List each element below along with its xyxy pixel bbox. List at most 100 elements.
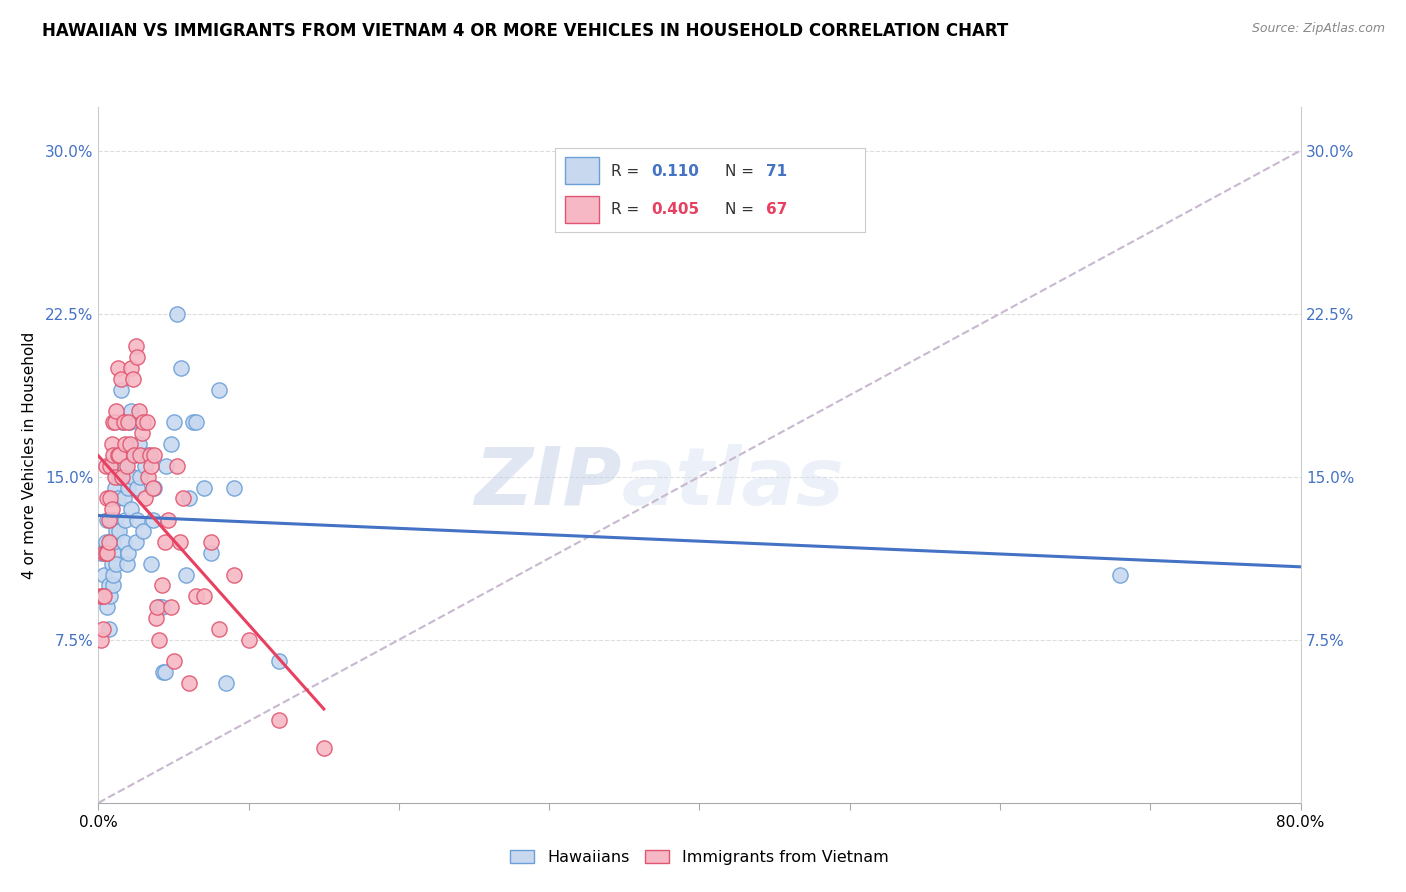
Point (156, 513, 179, 527)
Point (118, 415, 141, 429)
Point (105, 557, 128, 571)
Point (166, 307, 188, 321)
Point (128, 404, 150, 418)
FancyBboxPatch shape (565, 157, 599, 184)
Point (184, 415, 207, 429)
Legend: Hawaiians, Immigrants from Vietnam: Hawaiians, Immigrants from Vietnam (503, 844, 896, 871)
Point (110, 372, 132, 386)
Point (97, 513, 120, 527)
Point (148, 632, 170, 647)
Point (104, 469, 127, 483)
Point (238, 632, 260, 647)
Point (148, 600, 170, 615)
Point (121, 502, 143, 516)
Point (97, 578, 120, 592)
Point (129, 469, 152, 483)
Text: 71: 71 (765, 164, 787, 178)
Point (114, 513, 136, 527)
Point (146, 600, 169, 615)
Point (200, 535, 222, 549)
Point (103, 567, 125, 582)
Point (134, 458, 156, 473)
Point (215, 676, 238, 690)
Point (117, 415, 139, 429)
Point (111, 415, 134, 429)
Point (96, 546, 118, 560)
Point (135, 415, 157, 429)
Point (105, 404, 128, 418)
Point (208, 622, 231, 636)
Text: 0.405: 0.405 (651, 202, 699, 217)
Point (101, 437, 124, 451)
Point (312, 741, 335, 756)
Point (94, 546, 117, 560)
Point (169, 535, 191, 549)
Text: N =: N = (725, 202, 759, 217)
Point (100, 589, 122, 603)
Point (103, 546, 125, 560)
Point (267, 713, 290, 727)
Point (139, 458, 162, 473)
Point (143, 448, 166, 462)
Point (91, 589, 114, 603)
Point (103, 535, 125, 549)
Point (166, 458, 188, 473)
Point (103, 448, 125, 462)
Point (184, 589, 207, 603)
Point (121, 404, 143, 418)
Point (170, 360, 193, 375)
Point (267, 655, 290, 669)
Point (117, 546, 139, 560)
Text: atlas: atlas (621, 443, 844, 522)
Point (101, 557, 124, 571)
Point (114, 458, 136, 473)
Point (97, 535, 120, 549)
Point (100, 535, 122, 549)
Text: HAWAIIAN VS IMMIGRANTS FROM VIETNAM 4 OR MORE VEHICLES IN HOUSEHOLD CORRELATION : HAWAIIAN VS IMMIGRANTS FROM VIETNAM 4 OR… (42, 22, 1008, 40)
Point (132, 415, 155, 429)
Point (105, 524, 128, 538)
Point (134, 491, 156, 506)
Point (172, 491, 194, 506)
Point (107, 491, 129, 506)
Point (159, 600, 181, 615)
Point (136, 469, 159, 483)
Point (101, 502, 124, 516)
Point (107, 360, 129, 375)
Point (177, 676, 200, 690)
Text: Source: ZipAtlas.com: Source: ZipAtlas.com (1251, 22, 1385, 36)
Point (153, 535, 176, 549)
Text: 67: 67 (765, 202, 787, 217)
Point (111, 469, 134, 483)
Point (104, 513, 127, 527)
Point (129, 448, 152, 462)
Point (110, 469, 132, 483)
Point (132, 524, 155, 538)
Point (193, 589, 215, 603)
Point (124, 448, 146, 462)
Point (104, 481, 127, 495)
Point (127, 513, 149, 527)
Point (103, 415, 125, 429)
Point (97, 622, 120, 636)
Point (91, 589, 114, 603)
Point (89, 589, 111, 603)
Point (141, 513, 163, 527)
Point (108, 524, 131, 538)
Point (162, 655, 184, 669)
Point (108, 469, 131, 483)
Y-axis label: 4 or more Vehicles in Household: 4 or more Vehicles in Household (21, 331, 37, 579)
Point (138, 448, 160, 462)
Point (103, 578, 125, 592)
Point (124, 448, 146, 462)
Text: 0.110: 0.110 (651, 164, 699, 178)
Text: ZIP: ZIP (474, 443, 621, 522)
Point (112, 491, 135, 506)
Point (145, 611, 167, 625)
Point (96, 513, 118, 527)
Point (118, 437, 141, 451)
Point (112, 415, 135, 429)
Point (94, 535, 117, 549)
Point (107, 458, 129, 473)
Point (200, 546, 222, 560)
